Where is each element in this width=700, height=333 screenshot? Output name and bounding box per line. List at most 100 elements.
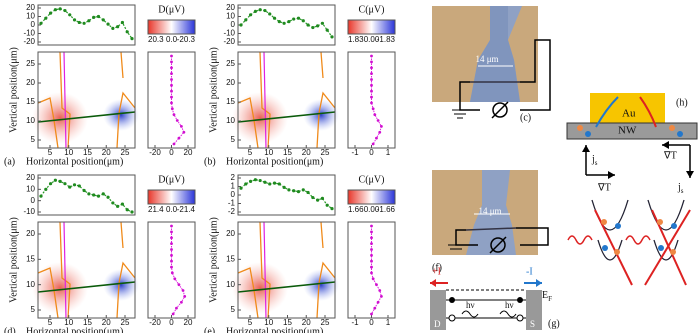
side-profile-point <box>370 312 373 316</box>
nanowire <box>37 281 136 293</box>
x-tick-label: 20 <box>102 318 111 327</box>
electrode <box>237 221 271 319</box>
panel-label: (d) <box>4 326 16 333</box>
map-frame <box>237 51 336 149</box>
side-profile-point <box>370 259 373 263</box>
profile-point <box>72 18 77 22</box>
colorbar-title: C(μV) <box>359 4 385 15</box>
y-tick-label: 20 <box>26 173 35 182</box>
side-profile-point <box>371 107 375 111</box>
side-profile-point <box>380 295 383 298</box>
profile-point <box>306 190 310 195</box>
electrode <box>116 51 136 149</box>
panel-label: (e) <box>204 326 215 333</box>
profile-frame <box>237 4 336 46</box>
profile-point <box>282 185 286 189</box>
x-tick-label: -1 <box>351 148 359 157</box>
y-tick-label: 1 <box>231 182 236 191</box>
profile-point <box>282 21 286 25</box>
colorbar-title: C(μV) <box>359 174 385 185</box>
y-tick-label: 10 <box>226 280 235 289</box>
profile-point <box>258 178 262 183</box>
map-frame <box>37 51 136 149</box>
profile-frame <box>37 174 136 216</box>
x-tick-label: 20 <box>184 148 193 157</box>
profile-point <box>96 194 101 198</box>
profile-point <box>292 17 296 21</box>
x-axis-label: Horizontal position(μm) <box>226 156 323 167</box>
gradient-label: ∇T <box>663 150 677 161</box>
y-axis-label: Vertical position(μm) <box>8 47 19 133</box>
colorbar <box>147 189 196 205</box>
y-tick-label: 20 <box>26 229 35 238</box>
profile-point <box>125 30 129 34</box>
profile-point <box>277 20 281 24</box>
side-profile-point <box>180 125 183 128</box>
heat-red <box>32 92 88 144</box>
side-profile-point <box>370 230 373 234</box>
y-tick-label: 15 <box>226 97 235 106</box>
side-profile-point <box>181 289 185 292</box>
profile-point <box>301 188 305 192</box>
colorbar-title: D(μV) <box>158 4 184 15</box>
x-tick-label: 25 <box>321 148 330 157</box>
side-profile-point <box>370 83 373 87</box>
x-tick-label: 0 <box>169 318 174 327</box>
profile-point <box>87 192 91 196</box>
map-frame <box>237 221 336 319</box>
side-profile-point <box>170 271 174 275</box>
profile-point <box>272 16 277 20</box>
heat-blue <box>303 269 339 301</box>
profile-point <box>111 26 115 30</box>
side-profile-point <box>175 119 179 122</box>
y-tick-label: 20 <box>26 3 35 12</box>
profile-point <box>258 8 262 12</box>
profile-point <box>48 11 53 15</box>
y-tick-label: 0 <box>231 20 236 29</box>
spin-current-main: j <box>677 182 681 193</box>
profile-point <box>39 194 43 198</box>
side-profile-point <box>370 66 373 70</box>
colorbar <box>347 19 396 35</box>
laser-line <box>63 51 67 149</box>
colorbar-tick: 0.0 <box>166 205 178 214</box>
profile-point <box>287 20 291 24</box>
profile-point <box>268 182 272 186</box>
electrode <box>116 221 136 319</box>
colorbar-tick: 0.00 <box>364 205 380 214</box>
x-tick-label: -20 <box>149 318 161 327</box>
side-profile-point <box>170 259 173 263</box>
photo-c <box>432 6 551 119</box>
laser-line <box>263 51 267 149</box>
photon-label: hν <box>505 300 514 310</box>
electrode <box>37 221 71 319</box>
profile-point <box>101 18 105 22</box>
profile-point <box>116 25 120 29</box>
side-profile-point <box>170 107 174 111</box>
profile-point <box>58 179 62 183</box>
spin-current-sub: s <box>595 159 598 167</box>
photo-f <box>432 170 549 255</box>
x-tick-label: -20 <box>149 148 161 157</box>
x-tick-label: 0 <box>369 148 374 157</box>
y-tick-label: 20 <box>26 78 35 87</box>
colorbar-tick: -1.66 <box>377 205 396 214</box>
profile-point <box>68 13 72 17</box>
spin-current-main: j <box>591 154 595 165</box>
band-diagram <box>430 279 542 330</box>
spin-current: js <box>677 182 684 194</box>
colorbar-tick: 1.83 <box>348 35 364 44</box>
profile-point <box>287 188 291 192</box>
profile-point <box>44 187 48 191</box>
profile-point <box>82 21 86 25</box>
profile-point <box>311 25 315 30</box>
side-profile-point <box>370 242 373 246</box>
heat-blue <box>103 99 139 131</box>
colorbar-tick: 1.66 <box>348 205 364 214</box>
side-profile-point <box>170 66 173 70</box>
current-minus: -I <box>526 266 533 277</box>
laser-line <box>63 221 67 319</box>
side-profile-line <box>171 226 186 315</box>
fermi-sub: F <box>548 295 552 303</box>
profile-point <box>292 189 296 193</box>
